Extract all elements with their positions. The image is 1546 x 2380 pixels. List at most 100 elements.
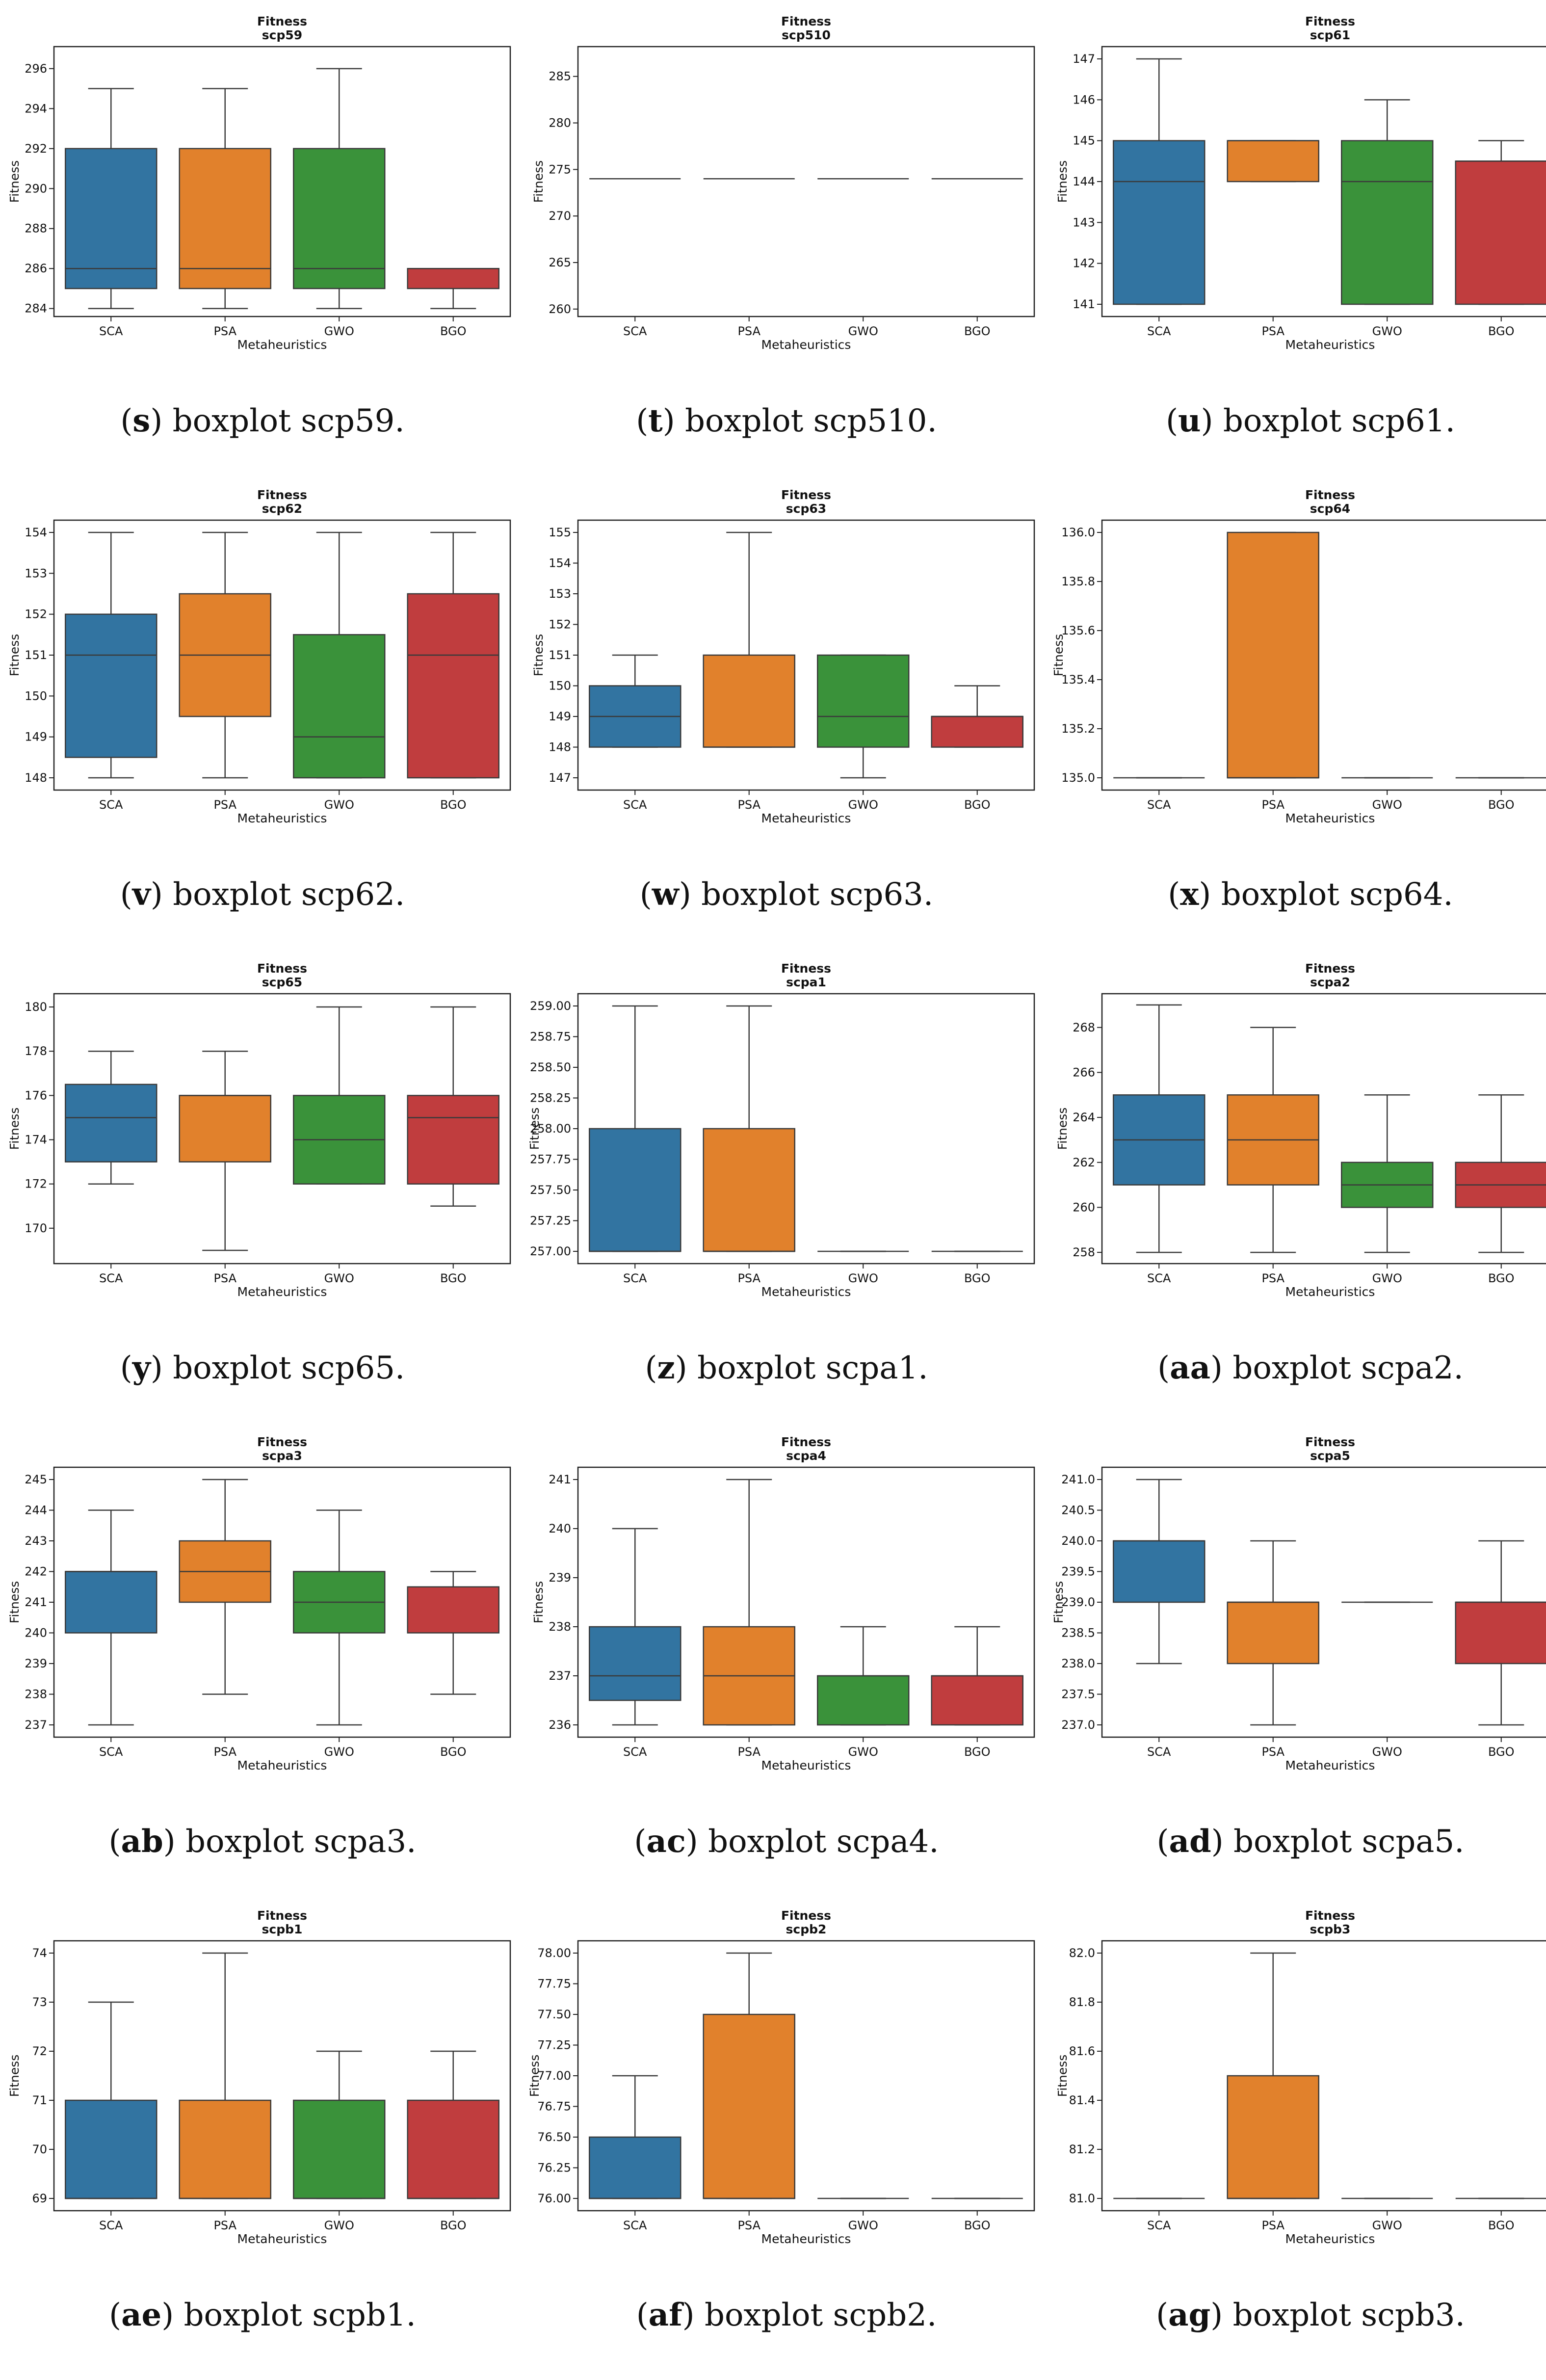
y-tick-label: 135.2 (1061, 722, 1095, 736)
box-body (931, 715, 1023, 748)
chart-title: Fitness (257, 962, 307, 976)
y-tick-label: 141 (1073, 297, 1095, 311)
chart-title: Fitness (781, 962, 831, 976)
y-tick-label: 147 (549, 771, 571, 785)
x-axis-label: Metaheuristics (761, 1285, 851, 1299)
y-tick-label: 150 (549, 679, 571, 693)
caption-letter: aa (1170, 1349, 1211, 1386)
figure-caption: (w) boxplot scp63. (639, 876, 934, 913)
plot-frame (53, 46, 511, 317)
plot-frame (577, 1940, 1035, 2212)
x-tick-label: SCA (623, 1745, 647, 1759)
figure-caption: (s) boxplot scp59. (120, 402, 405, 439)
box-PSA (179, 1952, 271, 2199)
y-tick-label: 135.0 (1061, 771, 1095, 785)
box-body (1341, 140, 1434, 305)
caption-letter: ag (1168, 2297, 1211, 2333)
box-body (179, 1095, 271, 1163)
chart-subtitle: scp510 (782, 28, 831, 42)
y-tick-label: 270 (549, 209, 571, 223)
x-tick-label: BGO (1488, 2219, 1515, 2232)
plot-frame (1101, 519, 1546, 791)
box-body (1455, 160, 1546, 305)
x-tick-label: SCA (623, 798, 647, 812)
boxplot-scp65: Fitnessscp65170172174176178180FitnessSCA… (7, 962, 511, 1299)
box-body (407, 593, 499, 779)
y-tick-label: 258.75 (530, 1030, 571, 1044)
x-axis-label: Metaheuristics (237, 2232, 327, 2246)
box-PSA (179, 88, 271, 309)
y-tick-label: 154 (25, 526, 47, 539)
x-axis-label: Metaheuristics (237, 338, 327, 352)
plot-frame (53, 519, 511, 791)
caption-text: boxplot scp510. (685, 403, 937, 439)
y-tick-label: 81.8 (1069, 1995, 1095, 2009)
chart-subtitle: scp62 (262, 502, 302, 516)
box-body (65, 1084, 157, 1163)
chart-panel-scp62: Fitness scp62 148 149 150 151 152 153 154 Fitness… (5, 488, 520, 959)
y-tick-label: 258 (1073, 1245, 1095, 1259)
y-tick-label: 76.50 (537, 2130, 571, 2144)
caption-text: boxplot scp65. (173, 1350, 405, 1386)
box-BGO (931, 1626, 1023, 1726)
chart-panel-scpb2: Fitness scpb2 76.00 76.25 76.50 76.75 77.00 77.… (529, 1909, 1044, 2380)
box-PSA (703, 531, 795, 748)
y-axis-label: Fitness (7, 1581, 22, 1624)
box-SCA (1113, 1479, 1205, 1665)
x-tick-label: GWO (324, 798, 354, 812)
plot-frame (1101, 1940, 1546, 2212)
caption-text: boxplot scpa1. (697, 1350, 928, 1386)
x-tick-label: PSA (1261, 1745, 1284, 1759)
x-tick-label: PSA (737, 1271, 760, 1285)
y-tick-label: 151 (549, 648, 571, 662)
x-tick-label: SCA (623, 1271, 647, 1285)
y-tick-label: 292 (25, 142, 47, 156)
x-tick-label: BGO (440, 798, 467, 812)
x-tick-label: PSA (737, 2219, 760, 2232)
box-PSA (703, 1479, 795, 1726)
caption-letter: ae (121, 2297, 162, 2333)
box-body (1455, 1601, 1546, 1665)
box-BGO (407, 1006, 499, 1207)
y-tick-label: 257.50 (530, 1183, 571, 1197)
box-PSA (179, 1479, 271, 1695)
y-tick-label: 259.00 (530, 999, 571, 1013)
x-tick-label: PSA (1261, 2219, 1284, 2232)
x-tick-label: BGO (964, 324, 991, 338)
caption-text: boxplot scp63. (701, 876, 934, 913)
box-GWO (1341, 99, 1434, 305)
x-tick-label: BGO (440, 324, 467, 338)
y-tick-label: 136.0 (1061, 526, 1095, 539)
box-PSA (703, 1005, 795, 1252)
plot-frame (53, 1466, 511, 1738)
y-axis-label: Fitness (7, 2055, 22, 2097)
box-body (589, 1128, 681, 1252)
figure-caption: (ab) boxplot scpa3. (108, 1823, 417, 1860)
box-body (931, 1675, 1023, 1726)
x-tick-label: PSA (737, 798, 760, 812)
caption-letter: y (132, 1349, 151, 1386)
box-BGO (931, 685, 1023, 748)
y-tick-label: 76.00 (537, 2192, 571, 2205)
y-tick-label: 147 (1073, 52, 1095, 66)
y-tick-label: 237.5 (1061, 1688, 1095, 1701)
plot-frame (577, 993, 1035, 1265)
box-body (65, 148, 157, 290)
x-tick-label: SCA (99, 1271, 123, 1285)
box-BGO (407, 267, 499, 309)
boxplot-scp59: Fitnessscp59284286288290292294296Fitness… (7, 15, 511, 352)
y-tick-label: 257.75 (530, 1153, 571, 1166)
x-tick-label: BGO (1488, 324, 1515, 338)
box-SCA (65, 88, 157, 309)
boxplot-scpa5: Fitnessscpa5237.0237.5238.0238.5239.0239… (1053, 1435, 1546, 1772)
x-tick-label: PSA (213, 798, 236, 812)
x-tick-label: SCA (1147, 798, 1171, 812)
boxplot-scpb3: Fitnessscpb381.081.281.481.681.882.0Fitn… (1055, 1909, 1546, 2246)
chart-subtitle: scpb3 (1310, 1922, 1351, 1936)
y-tick-label: 71 (32, 2093, 47, 2107)
y-tick-label: 172 (25, 1177, 47, 1191)
caption-letter: w (652, 876, 679, 913)
boxplot-scp510: Fitnessscp510260265270275280285FitnessSC… (531, 15, 1035, 352)
